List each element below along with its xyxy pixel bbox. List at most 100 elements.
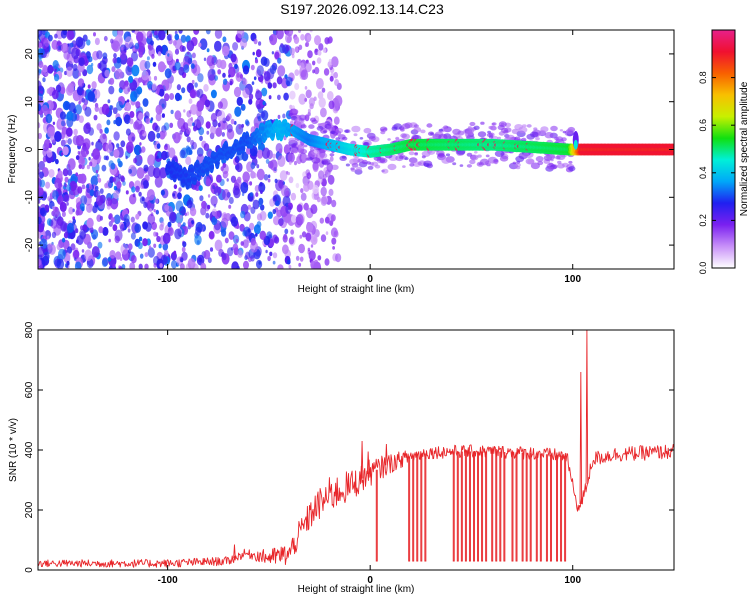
noise-blob [258, 197, 264, 205]
noise-blob [126, 99, 130, 103]
spread-blob [350, 168, 356, 172]
noise-blob [333, 230, 339, 238]
noise-blob [57, 170, 63, 179]
noise-blob [235, 162, 243, 173]
noise-blob [131, 30, 135, 33]
snr-dropout [525, 452, 528, 562]
noise-blob [221, 217, 229, 228]
noise-blob [206, 130, 210, 135]
noise-blob [99, 60, 107, 72]
snr-y-tick-label: 600 [24, 381, 35, 398]
noise-blob [207, 68, 216, 81]
noise-blob [254, 58, 259, 64]
snr-spike [233, 544, 236, 559]
noise-blob [198, 42, 202, 48]
snr-dropout [495, 451, 498, 562]
noise-blob [277, 264, 284, 269]
noise-blob [271, 51, 275, 55]
noise-blob [199, 38, 208, 50]
noise-blob [180, 263, 185, 269]
noise-blob [261, 87, 268, 97]
noise-blob [255, 49, 262, 58]
tone-bump-core [573, 139, 578, 150]
noise-blob [78, 164, 82, 169]
noise-blob [112, 57, 118, 64]
spread-blob [368, 136, 376, 141]
noise-blob [125, 128, 131, 136]
noise-blob [210, 89, 217, 99]
noise-blob [329, 75, 334, 82]
noise-blob [141, 70, 149, 81]
noise-blob [327, 91, 334, 101]
spread-blob [331, 164, 339, 170]
noise-blob [181, 45, 186, 52]
spread-blob [330, 130, 336, 134]
spread-blob [329, 153, 335, 157]
spread-blob [305, 157, 310, 161]
snr-dropout [464, 451, 467, 562]
noise-blob [317, 91, 324, 100]
noise-blob [86, 64, 94, 75]
noise-blob [109, 77, 115, 85]
noise-blob [151, 53, 155, 59]
spread-blob [408, 151, 415, 156]
noise-blob [259, 181, 263, 187]
noise-blob [290, 192, 297, 201]
noise-blob [86, 188, 91, 194]
noise-blob [203, 249, 211, 260]
noise-blob [254, 233, 258, 237]
noise-blob [54, 131, 62, 142]
noise-blob [48, 169, 55, 178]
noise-blob [150, 117, 154, 121]
noise-blob [153, 208, 156, 213]
noise-blob [45, 113, 53, 124]
noise-blob [112, 107, 118, 115]
noise-blob [265, 158, 270, 164]
spread-blob [550, 154, 554, 158]
noise-blob [108, 265, 114, 269]
noise-blob [77, 78, 85, 88]
noise-blob [256, 65, 264, 76]
noise-blob [191, 79, 195, 85]
spread-blob [499, 155, 509, 162]
noise-blob [174, 61, 181, 71]
snr-dropout [521, 452, 524, 562]
noise-blob [99, 133, 108, 145]
spread-blob [401, 123, 411, 130]
noise-blob [74, 257, 77, 261]
noise-blob [197, 73, 204, 83]
noise-blob [236, 265, 240, 269]
noise-blob [78, 115, 85, 123]
noise-blob [78, 57, 85, 67]
spread-blob [323, 160, 329, 164]
noise-blob [235, 238, 239, 243]
noise-blob [131, 186, 136, 193]
noise-blob [90, 175, 99, 187]
noise-blob [183, 109, 186, 113]
noise-blob [134, 223, 141, 233]
noise-blob [307, 108, 311, 113]
noise-blob [127, 228, 131, 233]
noise-blob [123, 114, 131, 125]
noise-blob [260, 204, 265, 211]
spread-blob [470, 154, 479, 161]
noise-blob [71, 47, 80, 60]
noise-blob [186, 199, 193, 209]
snr-dropout [481, 451, 484, 562]
noise-blob [308, 250, 316, 261]
spread-blob [413, 124, 419, 128]
noise-blob [274, 236, 280, 244]
noise-blob [209, 247, 214, 252]
noise-blob [48, 244, 56, 255]
noise-blob [104, 69, 110, 78]
spread-blob [351, 125, 361, 133]
noise-blob [96, 50, 103, 60]
noise-blob [190, 104, 198, 115]
noise-blob [38, 80, 42, 91]
colorbar-tick-label: 0.2 [698, 214, 708, 227]
noise-blob [158, 243, 162, 249]
noise-blob [267, 255, 271, 262]
noise-blob [124, 36, 133, 49]
noise-blob [287, 171, 291, 176]
noise-blob [120, 243, 128, 255]
